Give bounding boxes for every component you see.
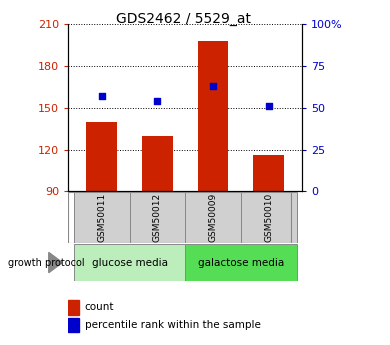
- Point: [154, 98, 161, 104]
- Text: count: count: [85, 303, 114, 312]
- Text: glucose media: glucose media: [92, 258, 168, 267]
- Bar: [68, 300, 79, 315]
- Bar: [185, 244, 297, 281]
- Point: [99, 93, 105, 99]
- Bar: [254, 155, 284, 191]
- Bar: [198, 41, 229, 191]
- Point: [210, 83, 216, 89]
- Text: GSM50012: GSM50012: [153, 193, 162, 242]
- Bar: [142, 136, 173, 191]
- Text: GSM50010: GSM50010: [264, 193, 273, 242]
- Text: GSM50011: GSM50011: [97, 193, 106, 242]
- Bar: [86, 122, 117, 191]
- Bar: [241, 192, 297, 243]
- Bar: [74, 192, 129, 243]
- Bar: [129, 192, 185, 243]
- Polygon shape: [49, 253, 62, 273]
- Text: GSM50009: GSM50009: [209, 193, 218, 242]
- Bar: [74, 244, 185, 281]
- Bar: [185, 192, 241, 243]
- Text: GDS2462 / 5529_at: GDS2462 / 5529_at: [116, 12, 251, 26]
- Text: percentile rank within the sample: percentile rank within the sample: [85, 320, 261, 330]
- Text: growth protocol: growth protocol: [8, 258, 84, 267]
- Point: [266, 104, 272, 109]
- Text: galactose media: galactose media: [198, 258, 284, 267]
- Bar: [68, 318, 79, 332]
